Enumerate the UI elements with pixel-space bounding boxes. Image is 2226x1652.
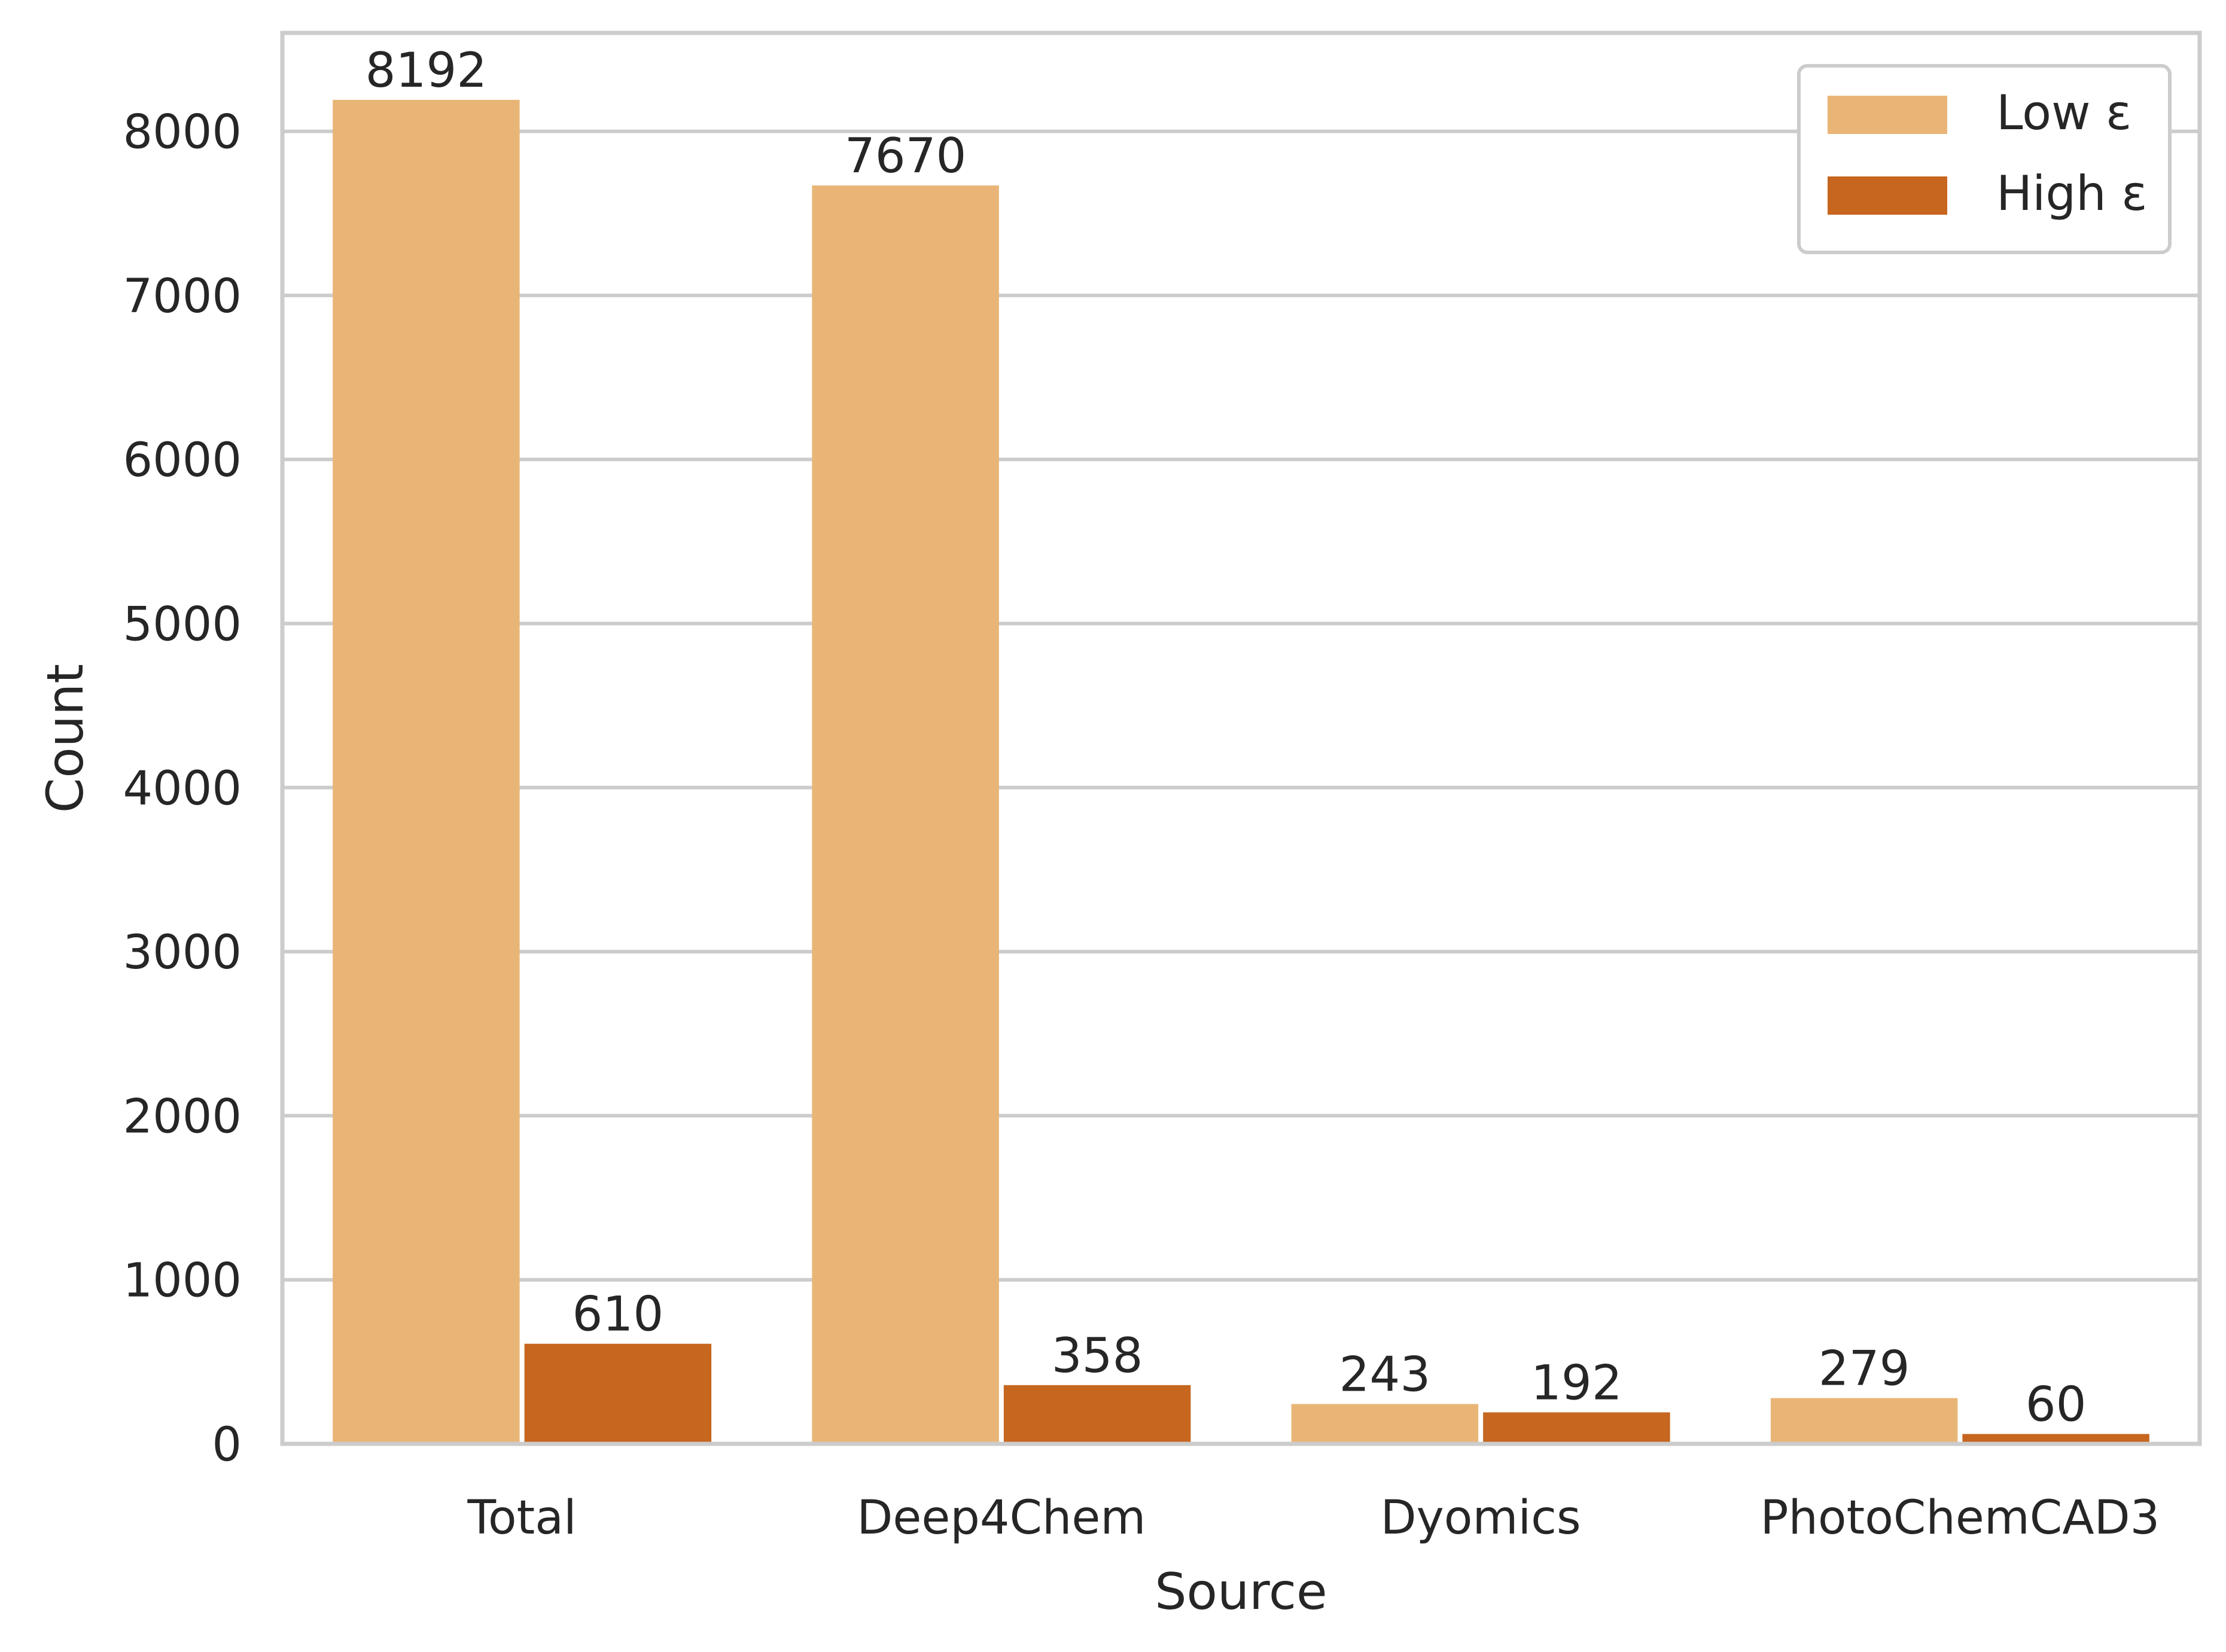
- x-axis-title: Source: [1155, 1562, 1327, 1621]
- bar-high-total: [524, 1343, 712, 1444]
- bars: [333, 99, 2149, 1444]
- data-label: 7670: [845, 128, 967, 184]
- y-tick-label: 5000: [123, 598, 242, 651]
- y-tick-label: 8000: [123, 106, 242, 160]
- x-tick-label: PhotoChemCAD3: [1760, 1491, 2160, 1545]
- y-tick-label: 6000: [123, 434, 242, 487]
- data-label: 8192: [366, 42, 488, 98]
- legend-swatch-high: [1828, 176, 1947, 215]
- x-tick-label: Dyomics: [1381, 1491, 1581, 1545]
- y-tick-label: 1000: [123, 1254, 242, 1308]
- bar-low-dyomics: [1291, 1404, 1479, 1444]
- data-label: 358: [1052, 1328, 1143, 1383]
- data-label: 60: [2026, 1377, 2087, 1432]
- plot-frame: [280, 31, 2202, 1446]
- y-tick-label: 2000: [123, 1090, 242, 1144]
- legend: Low ε High ε: [1797, 64, 2172, 254]
- x-axis-ticks: Total Deep4Chem Dyomics PhotoChemCAD3: [467, 1491, 2160, 1545]
- data-label: 610: [573, 1287, 664, 1342]
- bar-high-photochemcad3: [1962, 1434, 2149, 1444]
- y-axis-ticks: 0 1000 2000 3000 4000 5000 6000 7000 8000: [123, 106, 242, 1472]
- legend-label: High ε: [1996, 166, 2148, 221]
- y-axis-title: Count: [36, 664, 95, 813]
- x-tick-label: Total: [467, 1491, 577, 1545]
- data-labels: 8192 610 7670 358 243 192 279 60: [366, 42, 2087, 1432]
- bar-low-photochemcad3: [1770, 1398, 1958, 1444]
- y-tick-label: 3000: [123, 926, 242, 980]
- bar-high-dyomics: [1483, 1412, 1670, 1444]
- legend-swatch-low: [1828, 96, 1947, 134]
- data-label: 279: [1819, 1340, 1910, 1396]
- data-label: 192: [1531, 1355, 1622, 1410]
- bar-high-deep4chem: [1003, 1385, 1191, 1444]
- x-tick-label: Deep4Chem: [857, 1491, 1146, 1545]
- y-tick-label: 4000: [123, 762, 242, 816]
- y-tick-label: 0: [212, 1418, 242, 1472]
- legend-label: Low ε: [1996, 85, 2131, 141]
- bar-low-total: [333, 99, 520, 1444]
- bar-low-deep4chem: [812, 185, 999, 1444]
- data-label: 243: [1339, 1346, 1431, 1402]
- y-tick-label: 7000: [123, 270, 242, 324]
